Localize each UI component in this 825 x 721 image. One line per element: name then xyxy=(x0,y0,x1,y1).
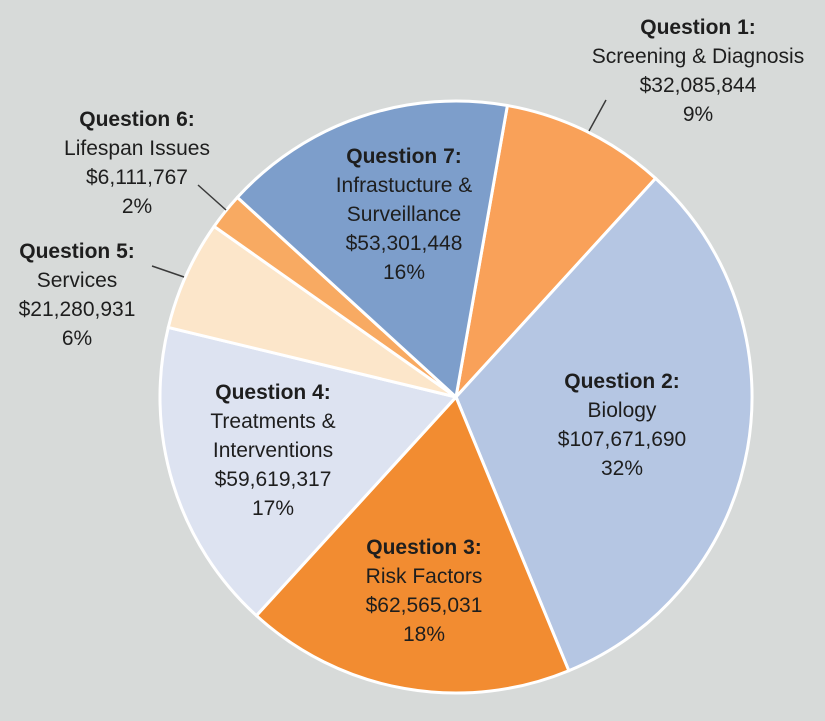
pie-slice-question-4 xyxy=(158,325,458,618)
leader-line-question-6 xyxy=(197,184,227,211)
pie-slice-question-3 xyxy=(254,395,571,695)
pie-slices xyxy=(158,99,754,695)
pie-slice-question-1 xyxy=(454,104,658,399)
pie-slice-question-7 xyxy=(235,99,509,399)
leader-line-question-5 xyxy=(151,265,185,278)
pie-slice-question-2 xyxy=(454,176,754,673)
leader-lines xyxy=(151,99,607,278)
leader-line-question-1 xyxy=(588,99,607,132)
